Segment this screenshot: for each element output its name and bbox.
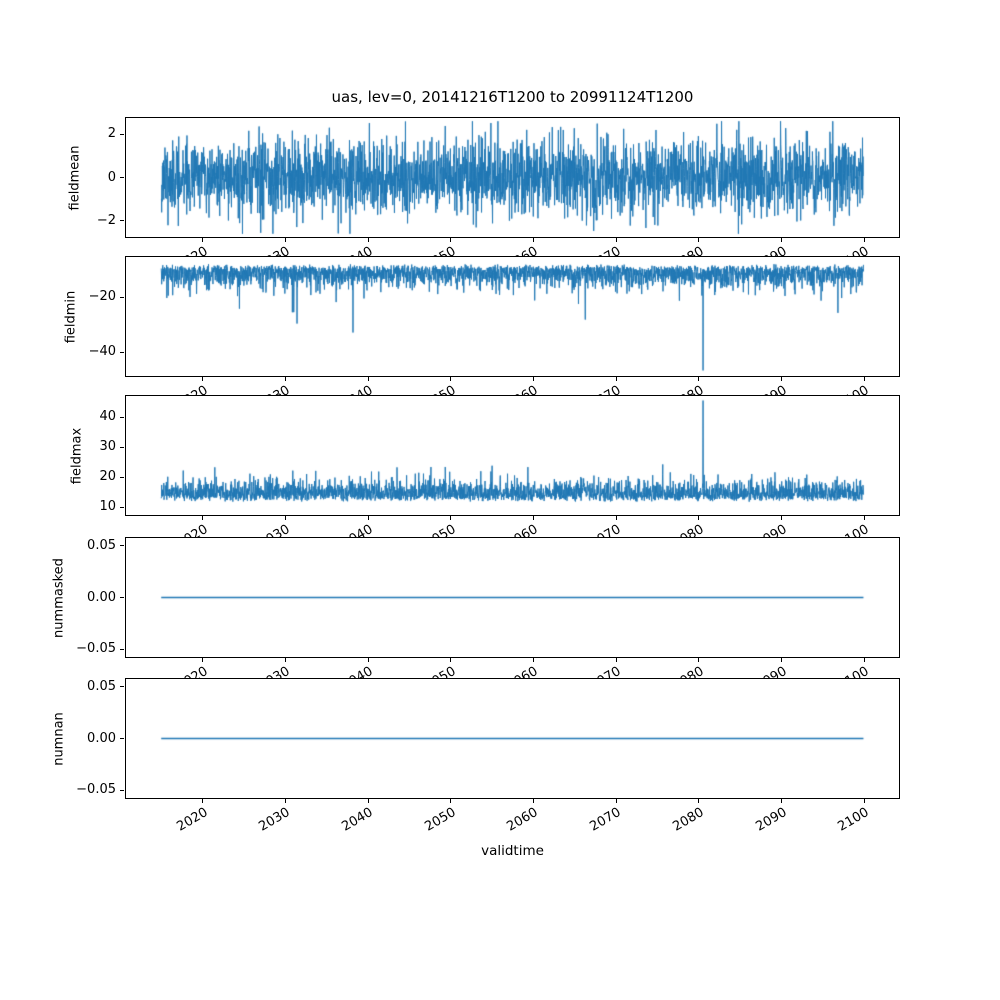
x-tick-mark (202, 658, 204, 662)
x-tick-mark (367, 238, 369, 242)
x-axis-label: validtime (481, 843, 544, 859)
x-tick-mark (863, 799, 865, 803)
y-tick-mark (120, 476, 124, 478)
plot-canvas-nummasked (126, 538, 899, 657)
plot-box-nummasked (125, 537, 900, 658)
plot-box-fieldmin (125, 256, 900, 377)
x-tick-mark (781, 238, 783, 242)
y-tick-mark (120, 686, 124, 688)
x-tick-mark (615, 377, 617, 381)
x-tick-mark (367, 799, 369, 803)
x-tick-mark (533, 377, 535, 381)
y-tick-label: 2 (107, 126, 116, 142)
y-tick-label: −2 (96, 212, 116, 228)
x-tick-mark (450, 658, 452, 662)
x-tick-mark (698, 516, 700, 520)
x-tick-mark (533, 799, 535, 803)
plot-canvas-fieldmax (126, 396, 899, 515)
y-tick-label: −0.05 (76, 782, 116, 798)
x-tick-mark (202, 377, 204, 381)
x-tick-mark (450, 377, 452, 381)
x-tick-mark (698, 377, 700, 381)
x-tick-mark (450, 516, 452, 520)
y-tick-label: 0 (107, 169, 116, 185)
x-tick-mark (367, 516, 369, 520)
y-tick-label: −20 (88, 289, 116, 305)
y-tick-label: 10 (99, 499, 116, 515)
y-tick-mark (120, 789, 124, 791)
y-tick-mark (120, 545, 124, 547)
x-tick-mark (533, 516, 535, 520)
x-tick-mark (450, 238, 452, 242)
x-tick-mark (285, 377, 287, 381)
x-tick-mark (781, 516, 783, 520)
plot-box-fieldmax (125, 395, 900, 516)
y-tick-mark (120, 177, 124, 178)
y-tick-mark (120, 220, 124, 222)
y-tick-mark (120, 506, 124, 508)
x-tick-mark (202, 238, 204, 242)
plot-canvas-fieldmin (126, 257, 899, 376)
x-tick-mark (698, 799, 700, 803)
x-tick-mark (863, 516, 865, 520)
x-tick-mark (367, 658, 369, 662)
x-tick-mark (533, 658, 535, 662)
y-tick-label: 30 (99, 439, 116, 455)
x-tick-mark (450, 799, 452, 803)
y-tick-label: 0.00 (87, 589, 116, 605)
x-tick-mark (615, 658, 617, 662)
plot-box-numnan (125, 678, 900, 799)
x-tick-mark (533, 238, 535, 242)
y-tick-label: 0.05 (87, 678, 116, 694)
plot-canvas-numnan (126, 679, 899, 798)
x-tick-mark (698, 238, 700, 242)
x-tick-mark (781, 658, 783, 662)
y-tick-label: 0.00 (87, 730, 116, 746)
y-tick-label: −40 (88, 344, 116, 360)
x-tick-mark (367, 377, 369, 381)
x-tick-mark (863, 238, 865, 242)
x-tick-mark (285, 238, 287, 242)
plot-box-fieldmean (125, 117, 900, 238)
x-tick-mark (285, 658, 287, 662)
y-tick-mark (120, 416, 124, 418)
x-tick-mark (863, 377, 865, 381)
x-tick-mark (781, 377, 783, 381)
x-tick-mark (863, 658, 865, 662)
x-tick-mark (781, 799, 783, 803)
y-tick-mark (120, 597, 124, 598)
x-tick-mark (202, 799, 204, 803)
y-tick-mark (120, 133, 124, 135)
plot-canvas-fieldmean (126, 118, 899, 237)
x-tick-mark (285, 799, 287, 803)
y-tick-mark (120, 446, 124, 448)
x-tick-mark (698, 658, 700, 662)
y-tick-mark (120, 648, 124, 650)
y-tick-mark (120, 351, 124, 353)
x-tick-mark (615, 238, 617, 242)
x-tick-mark (285, 516, 287, 520)
y-tick-label: 0.05 (87, 537, 116, 553)
y-tick-label: 20 (99, 469, 116, 485)
y-tick-label: −0.05 (76, 641, 116, 657)
x-tick-mark (615, 516, 617, 520)
x-tick-mark (202, 516, 204, 520)
y-tick-label: 40 (99, 409, 116, 425)
x-tick-mark (615, 799, 617, 803)
chart-title: uas, lev=0, 20141216T1200 to 20991124T12… (331, 88, 694, 106)
y-tick-mark (120, 738, 124, 739)
y-tick-mark (120, 296, 124, 298)
